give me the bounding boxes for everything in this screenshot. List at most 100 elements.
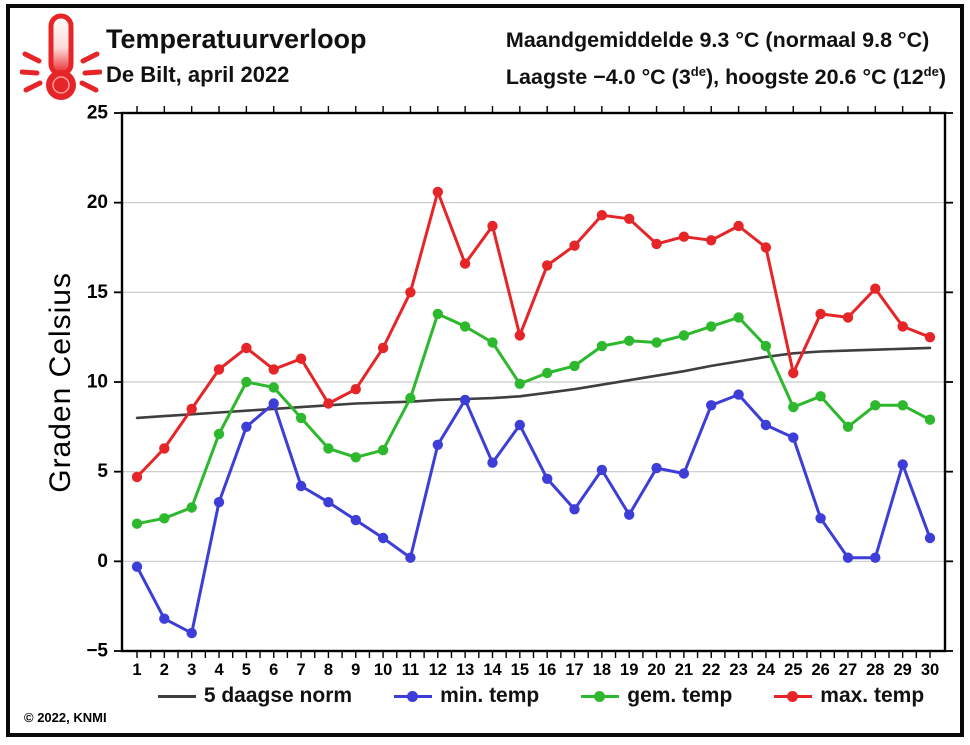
- series-gem-temp-marker: [323, 443, 334, 454]
- x-tick-label: 15: [511, 661, 529, 679]
- series-gem-temp-marker: [596, 340, 608, 352]
- series-min-temp-marker: [788, 432, 799, 443]
- series-min-temp-marker: [542, 473, 553, 484]
- y-tick-label: 10: [87, 372, 108, 393]
- series-gem-temp-marker: [815, 391, 826, 402]
- series-gem-temp-marker: [295, 412, 307, 424]
- series-max-temp-marker: [268, 364, 279, 375]
- series-gem-temp-marker: [213, 428, 225, 440]
- series-max-temp-marker: [596, 210, 608, 221]
- series-max-temp-marker: [487, 220, 498, 232]
- x-tick-label: 28: [866, 661, 884, 679]
- stats-text-part: Laagste −4.0 °C (3: [505, 65, 691, 89]
- stats-extremes: Laagste −4.0 °C (3 de), hoogste 20.6 °C (…: [506, 59, 946, 96]
- legend-label: 5 daagse norm: [203, 684, 353, 707]
- x-tick-label: 3: [187, 661, 196, 679]
- series-min-temp-marker: [377, 532, 389, 544]
- x-tick-label: 21: [675, 661, 693, 679]
- y-tick-label: 15: [87, 282, 109, 303]
- series-gem-temp-marker: [350, 452, 361, 463]
- legend-label: max. temp: [820, 684, 925, 707]
- x-tick-label: 7: [296, 661, 305, 679]
- series-min-temp-marker: [186, 627, 197, 639]
- series-max-temp-marker: [350, 384, 361, 395]
- series-max-temp-marker: [323, 398, 334, 409]
- series-min-temp-marker: [459, 394, 471, 406]
- series-min-temp-marker: [624, 509, 635, 520]
- y-axis-label: Graden Celsius: [44, 271, 77, 493]
- series-gem-temp-marker: [432, 308, 443, 320]
- series-gem-temp-marker: [542, 367, 553, 379]
- series-min-temp-line: [135, 393, 932, 635]
- series-gem-temp: [131, 308, 936, 529]
- series-min-temp-marker: [678, 468, 690, 479]
- series-max-temp-marker: [213, 364, 225, 375]
- series-min-temp-marker: [213, 497, 225, 508]
- series-gem-temp-marker: [159, 513, 170, 524]
- series-gem-temp-marker: [897, 400, 908, 411]
- series-max-temp-marker: [651, 238, 662, 250]
- stats-block: Maandgemiddelde 9.3 °C (normaal 9.8 °C) …: [506, 12, 946, 96]
- series-max-temp-marker: [842, 312, 854, 323]
- series-max-temp-marker: [624, 213, 635, 224]
- series-gem-temp-marker: [842, 421, 854, 432]
- series-max-temp: [131, 186, 936, 483]
- series-min-temp-marker: [131, 561, 143, 572]
- thermometer-icon: [19, 12, 103, 106]
- x-tick-label: 9: [351, 661, 360, 679]
- min-temp-swatch: [394, 690, 433, 702]
- series-min-temp-marker: [514, 419, 525, 431]
- x-tick-label: 27: [839, 661, 857, 679]
- series-gem-temp-marker: [268, 382, 279, 393]
- series-max-temp-marker: [733, 220, 744, 232]
- stats-text-part: ), hoogste 20.6 °C (12: [705, 65, 924, 89]
- x-tick-label: 5: [242, 661, 251, 679]
- x-tick-label: 17: [565, 661, 583, 679]
- x-tick-label: 13: [456, 661, 474, 679]
- copyright-notice: © 2022, KNMI: [24, 710, 107, 725]
- series-min-temp-marker: [350, 514, 361, 526]
- series-min-temp-marker: [487, 457, 498, 468]
- max-temp-swatch: [774, 690, 813, 702]
- series-min-temp-marker: [651, 462, 662, 474]
- series-min-temp-marker: [815, 513, 826, 524]
- stats-monthly-mean: Maandgemiddelde 9.3 °C (normaal 9.8 °C): [505, 28, 930, 52]
- y-tick-label: −5: [86, 641, 108, 662]
- series-min-temp-marker: [924, 532, 936, 544]
- series-max-temp-marker: [405, 287, 416, 298]
- series-max-temp-marker: [459, 258, 471, 269]
- series-gem-temp-marker: [788, 401, 799, 413]
- x-tick-label: 29: [893, 661, 911, 679]
- y-tick-label: 0: [97, 551, 108, 572]
- series-min-temp-marker: [842, 552, 854, 563]
- x-tick-label: 18: [593, 661, 611, 679]
- superscript: de: [923, 63, 939, 79]
- header: Temperatuurverloop De Bilt, april 2022 M…: [19, 12, 946, 106]
- series-max-temp-marker: [706, 235, 717, 246]
- series-gem-temp-marker: [733, 312, 744, 323]
- series-max-temp-marker: [377, 342, 389, 354]
- page-subtitle: De Bilt, april 2022: [106, 62, 290, 87]
- series-max-temp-marker: [788, 367, 799, 379]
- series-gem-temp-marker: [487, 337, 498, 348]
- chart-legend: 5 daagse norm min. temp gem. temp max. t…: [130, 684, 952, 708]
- legend-label: gem. temp: [627, 684, 733, 707]
- series-gem-temp-marker: [514, 378, 525, 389]
- gem-temp-swatch: [581, 690, 620, 702]
- series-max-temp-marker: [241, 342, 252, 354]
- series-max-temp-marker: [815, 308, 826, 320]
- plot-border: [120, 111, 947, 653]
- series-gem-temp-marker: [624, 335, 635, 346]
- series-min-temp-marker: [733, 389, 744, 400]
- x-tick-label: 10: [374, 661, 392, 679]
- series-max-temp-marker: [870, 283, 881, 294]
- series-min-temp-marker: [897, 459, 908, 470]
- x-tick-label: 4: [214, 661, 224, 679]
- series-min-temp-marker: [323, 497, 334, 508]
- series-max-temp-marker: [186, 403, 197, 415]
- series-gem-temp-marker: [131, 518, 143, 529]
- x-tick-label: 26: [811, 661, 829, 679]
- series-min-temp-marker: [295, 480, 307, 492]
- norm-line-swatch: [157, 690, 196, 702]
